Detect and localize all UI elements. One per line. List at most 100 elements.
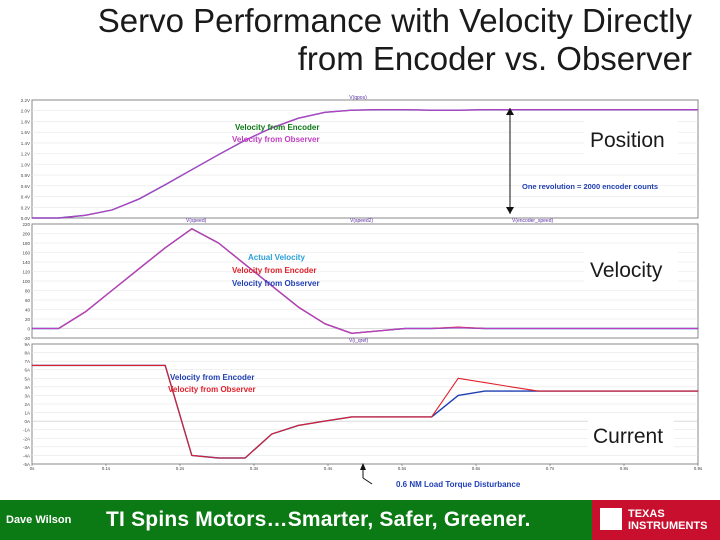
data-point xyxy=(164,247,166,249)
x-tick-label: 0.5s xyxy=(398,466,407,471)
y-tick-label: 160 xyxy=(22,251,30,256)
data-point xyxy=(58,364,60,366)
series-lines xyxy=(31,108,699,459)
data-point xyxy=(431,109,433,111)
data-point xyxy=(31,328,33,329)
revolution-arrow-head-top xyxy=(506,108,514,115)
footer-author: Dave Wilson xyxy=(6,514,72,526)
data-point xyxy=(191,228,193,230)
data-point xyxy=(297,424,299,426)
data-point xyxy=(164,184,166,186)
data-point xyxy=(644,109,646,111)
title-line-1: Servo Performance with Velocity Directly xyxy=(97,2,692,39)
footer-slogan: TI Spins Motors…Smarter, Safer, Greener. xyxy=(106,508,531,531)
logo-line-2: INSTRUMENTS xyxy=(628,520,708,532)
y-tick-label: 180 xyxy=(22,241,30,246)
data-point xyxy=(84,364,86,366)
slide-title: Servo Performance with Velocity Directly… xyxy=(12,2,692,78)
y-tick-label: 100 xyxy=(22,279,30,284)
current-label: Current xyxy=(593,425,663,448)
y-tick-label: 20 xyxy=(25,317,31,322)
y-tick-label: 1.6V xyxy=(21,130,30,135)
data-point xyxy=(377,109,379,111)
y-tick-label: 1.8V xyxy=(21,119,30,124)
y-tick-label: 7A xyxy=(24,359,30,364)
y-tick-label: 8A xyxy=(24,351,30,356)
x-tick-label: 0s xyxy=(30,466,36,471)
ti-logo: TEXAS INSTRUMENTS xyxy=(592,500,720,540)
y-tick-label: -2A xyxy=(23,436,30,441)
y-tick-label: -4A xyxy=(23,453,30,458)
data-point xyxy=(457,109,459,111)
y-tick-label: 9A xyxy=(24,342,30,347)
cur-legend-observer: Velocity from Observer xyxy=(168,385,256,394)
data-point xyxy=(537,109,539,111)
data-point xyxy=(590,109,592,111)
data-point xyxy=(377,416,379,418)
revolution-annotation: One revolution = 2000 encoder counts xyxy=(522,182,658,191)
data-point xyxy=(404,328,406,329)
series-line-1-2 xyxy=(32,228,698,334)
data-point xyxy=(31,364,33,366)
data-point xyxy=(297,117,299,119)
data-point xyxy=(111,364,113,366)
y-tick-label: 6A xyxy=(24,368,30,373)
data-point xyxy=(271,127,273,129)
x-tick-label: 0.3s xyxy=(250,466,259,471)
data-point xyxy=(324,420,326,422)
data-point xyxy=(164,364,166,366)
footer-bar: Dave Wilson TI Spins Motors…Smarter, Saf… xyxy=(0,500,720,540)
data-point xyxy=(697,390,699,392)
disturbance-annotation: 0.6 NM Load Torque Disturbance xyxy=(396,480,521,489)
y-tick-label: -5A xyxy=(23,462,30,467)
y-tick-label: -3A xyxy=(23,445,30,450)
revolution-arrow-head-bottom xyxy=(506,207,514,214)
x-tick-label: 0.2s xyxy=(176,466,185,471)
data-point xyxy=(324,323,326,325)
y-tick-label: 40 xyxy=(25,308,31,313)
texas-state-icon xyxy=(600,508,622,530)
data-point xyxy=(617,109,619,111)
y-tick-label: 0A xyxy=(24,419,30,424)
y-tick-label: -1A xyxy=(23,428,30,433)
disturbance-leader-2 xyxy=(362,477,373,485)
x-tick-label: 0.6s xyxy=(472,466,481,471)
servo-chart: 0.0V 0.2V 0.4V 0.6V 0.8V 1.0V 1.2V 1.4V 1.6V 1.8V… xyxy=(21,95,703,489)
data-point xyxy=(644,328,646,329)
pos-bottom-label-1: V(speed) xyxy=(186,218,207,224)
data-point xyxy=(564,328,566,329)
data-point xyxy=(111,290,113,291)
data-point xyxy=(431,328,433,329)
vel-legend-encoder: Velocity from Encoder xyxy=(232,266,316,275)
y-tick-label: 0.2V xyxy=(21,205,30,210)
y-tick-label: 220 xyxy=(22,222,30,227)
pos-legend-observer: Velocity from Observer xyxy=(232,135,320,144)
y-tick-label: 1A xyxy=(24,411,30,416)
y-tick-label: 140 xyxy=(22,260,30,265)
data-point xyxy=(511,386,513,388)
data-point xyxy=(191,169,193,171)
data-point xyxy=(457,394,459,396)
current-label-box xyxy=(588,419,674,451)
data-point xyxy=(217,242,219,244)
y-tick-label: -20 xyxy=(23,336,30,341)
data-point xyxy=(564,109,566,111)
position-label-box xyxy=(584,121,678,155)
data-point xyxy=(590,328,592,329)
data-point xyxy=(564,390,566,392)
y-tick-label: 60 xyxy=(25,298,31,303)
data-point xyxy=(84,311,86,313)
data-point xyxy=(244,139,246,141)
ti-logo-text: TEXAS INSTRUMENTS xyxy=(628,508,707,532)
data-point xyxy=(457,377,459,379)
data-point xyxy=(697,328,699,329)
data-point xyxy=(617,390,619,392)
y-tick-label: 0.6V xyxy=(21,184,30,189)
series-line-0-1 xyxy=(32,109,698,219)
disturbance-arrow-head xyxy=(360,463,366,470)
y-tick-label: 0 xyxy=(27,327,30,332)
y-tick-label: 2A xyxy=(24,402,30,407)
data-point xyxy=(484,382,486,384)
data-point xyxy=(670,390,672,392)
position-label: Position xyxy=(590,129,665,152)
